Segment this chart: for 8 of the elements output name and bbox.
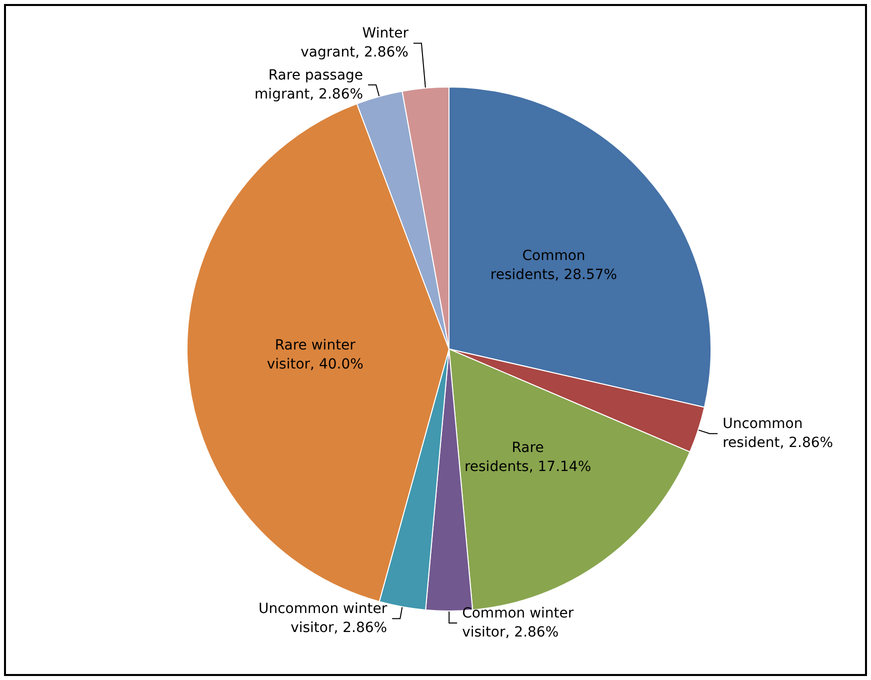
slice-label: Rare passage migrant, 2.86% xyxy=(254,67,364,102)
slice-label: Rare residents, 17.14% xyxy=(464,440,592,475)
slice-label: Common residents, 28.57% xyxy=(490,248,618,283)
slice-label: Winter vagrant, 2.86% xyxy=(300,26,409,61)
slice-label: Uncommon winter visitor, 2.86% xyxy=(258,601,388,636)
slice-label: Uncommon resident, 2.86% xyxy=(722,416,834,452)
slice-label: Rare winter visitor, 40.0% xyxy=(266,338,364,373)
slice-label: Common winter visitor, 2.86% xyxy=(462,606,574,640)
